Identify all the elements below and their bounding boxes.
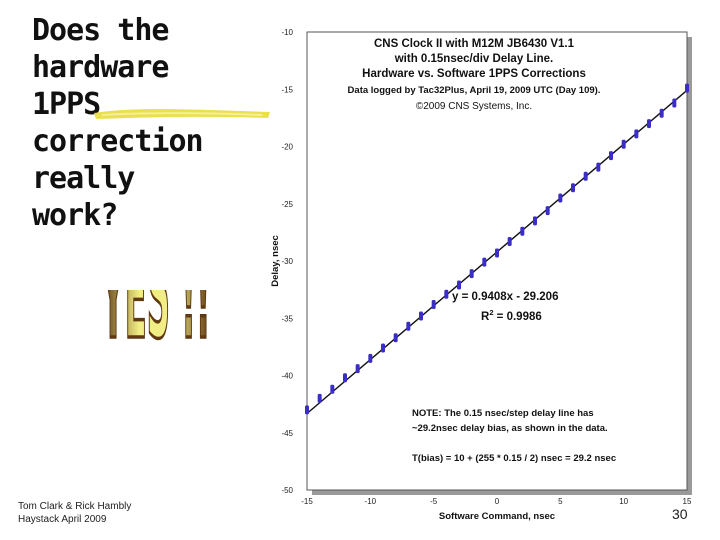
slide-title-line: hardware xyxy=(32,50,170,85)
data-point xyxy=(558,193,563,203)
data-point xyxy=(393,333,398,343)
plot-area xyxy=(306,31,688,491)
data-point xyxy=(305,405,309,415)
y-tick-label: -50 xyxy=(281,486,293,495)
data-point xyxy=(520,226,525,236)
slide-title-line: Does the xyxy=(32,13,170,48)
data-point xyxy=(647,119,651,129)
data-point xyxy=(609,151,613,161)
note-line: NOTE: The 0.15 nsec/step delay line has xyxy=(412,408,594,419)
slide-title: Does the hardware 1PPS correction really work… xyxy=(32,12,272,234)
y-tick-label: -10 xyxy=(281,28,293,37)
data-point xyxy=(330,384,335,394)
slide-title-line: correction xyxy=(32,124,204,159)
chart-title-line: with 0.15nsec/div Delay Line. xyxy=(394,53,554,65)
data-point xyxy=(685,83,689,93)
note-line: T(bias) = 10 + (255 * 0.15 / 2) nsec = 2… xyxy=(412,453,616,464)
data-point xyxy=(317,393,322,403)
y-tick-label: -45 xyxy=(281,429,293,438)
chart-title-line: Data logged by Tac32Plus, April 19, 2009… xyxy=(348,85,601,96)
data-point xyxy=(406,321,411,331)
x-tick-label: 10 xyxy=(619,497,628,506)
chart-title-line: Hardware vs. Software 1PPS Corrections xyxy=(362,68,586,80)
y-axis-label: Delay, nsec xyxy=(270,235,281,287)
yes-wordart: YES !! xyxy=(100,290,211,368)
data-point xyxy=(368,353,373,363)
data-point xyxy=(469,269,474,279)
data-point xyxy=(381,343,385,353)
y-tick-label: -30 xyxy=(281,257,293,266)
data-point xyxy=(583,171,588,181)
data-point xyxy=(482,257,487,267)
data-point xyxy=(355,364,360,374)
y-tick-label: -40 xyxy=(281,372,293,381)
data-point xyxy=(495,248,499,258)
x-tick-label: 15 xyxy=(683,497,692,506)
scatter-chart: -10-15-20-25-30-35-40-45-50-15 -10 -5 0 5 10 1… xyxy=(270,28,692,522)
slide-title-line: work? xyxy=(32,198,118,233)
slide-title-line: really xyxy=(32,161,135,196)
x-tick-label: -5 xyxy=(430,497,438,506)
data-point xyxy=(571,183,575,193)
r-squared-exponent: 2 xyxy=(489,308,493,317)
data-point xyxy=(444,289,449,299)
data-point xyxy=(596,162,601,172)
y-tick-label: -25 xyxy=(281,200,293,209)
r-squared-symbol: R xyxy=(481,311,490,323)
note-line: ~29.2nsec delay bias, as shown in the da… xyxy=(412,423,608,434)
footer-authors: Tom Clark & Rick Hambly xyxy=(18,501,132,512)
chart-container: -10 -15 -20 -25 -30 -35 -40 -45 -50 -15 -10 -5 0 5 10 1… xyxy=(262,10,702,530)
x-axis-label: Software Command, nsec xyxy=(439,511,555,522)
x-tick-label: -15 xyxy=(301,497,313,506)
chart-title-line: CNS Clock II with M12M JB6430 V1.1 xyxy=(374,38,575,50)
y-tick-label: -20 xyxy=(281,143,293,152)
y-tick-label: -15 xyxy=(281,85,293,94)
wordart-text: YES !! xyxy=(101,290,211,367)
data-point xyxy=(533,216,537,226)
data-point xyxy=(507,237,512,247)
data-point xyxy=(343,373,347,383)
slide-title-line: 1PPS xyxy=(32,87,101,122)
r-squared-value: = 0.9986 xyxy=(493,311,541,323)
data-point xyxy=(659,108,664,118)
r-squared-label: R2 = 0.9986 xyxy=(481,308,542,323)
footer-venue-date: Haystack April 2009 xyxy=(18,514,107,525)
x-tick-label: -10 xyxy=(365,497,377,506)
data-point xyxy=(419,311,423,321)
y-tick-label: -35 xyxy=(281,314,293,323)
data-point xyxy=(457,280,461,290)
x-tick-label: 0 xyxy=(495,497,500,506)
fit-equation: y = 0.9408x - 29.206 xyxy=(452,291,558,303)
data-point xyxy=(545,206,550,216)
chart-title-line: ©2009 CNS Systems, Inc. xyxy=(416,101,532,112)
highlight-swash xyxy=(94,109,270,119)
data-point xyxy=(431,300,436,310)
data-point xyxy=(634,129,639,139)
footer-credits: Tom Clark & Rick Hambly Haystack April 2… xyxy=(18,500,131,526)
data-point xyxy=(621,139,626,149)
x-tick-label: 5 xyxy=(558,497,563,506)
data-point xyxy=(672,98,677,108)
slide-number: 30 xyxy=(672,506,688,522)
